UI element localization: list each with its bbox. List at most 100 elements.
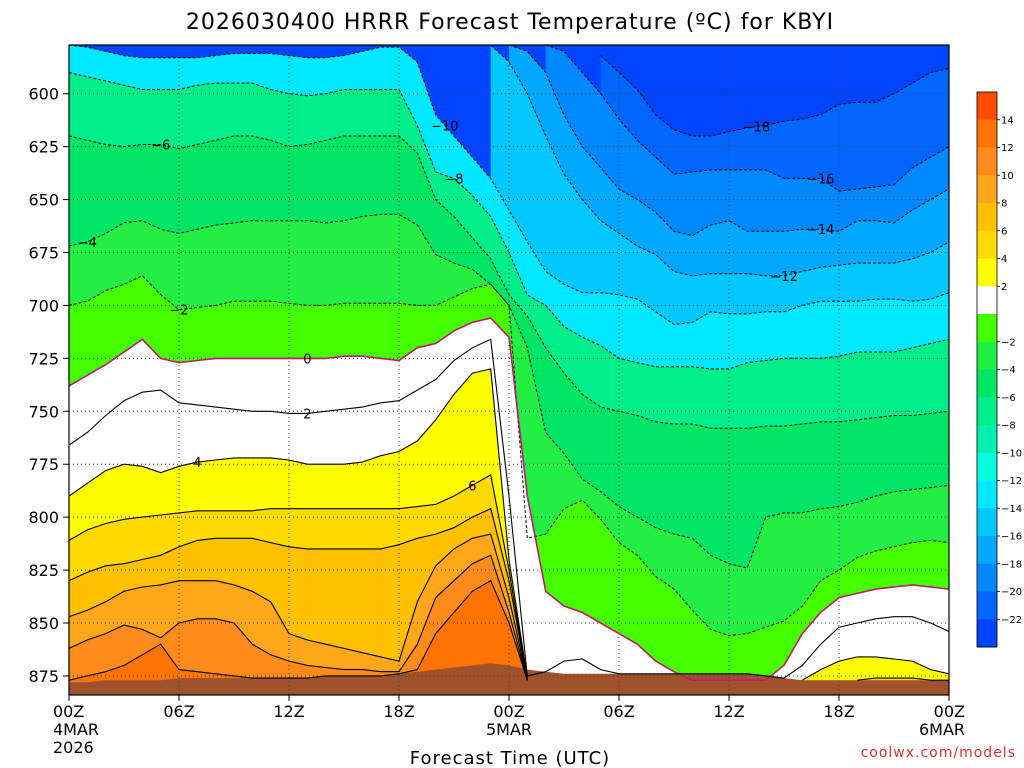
y-tick-label-625: 625 <box>28 138 59 157</box>
colorbar-swatch-7 <box>977 286 997 315</box>
colorbar-swatch-10 <box>977 369 997 398</box>
colorbar-swatch-8 <box>977 314 997 343</box>
isotherm-12 <box>69 554 528 681</box>
x-tick-label-7: 18Z <box>823 702 854 721</box>
colorbar-swatch-9 <box>977 341 997 370</box>
isotherm--12 <box>490 45 949 277</box>
colorbar-swatch-6 <box>977 258 997 287</box>
isotherm--14 <box>508 45 949 237</box>
chart-title: 2026030400 HRRR Forecast Temperature (ºC… <box>186 10 834 35</box>
y-tick-label-875: 875 <box>28 667 59 686</box>
isotherm--8 <box>69 72 949 370</box>
colorbar-swatch-17 <box>977 563 997 592</box>
isotherm-label--16: −16 <box>807 172 834 187</box>
colorbar-swatch-18 <box>977 591 997 620</box>
isotherm--18 <box>600 55 949 137</box>
x-tick-date-0: 4MAR <box>53 720 99 739</box>
isotherm--6 <box>69 135 949 429</box>
isotherm-10 <box>69 533 528 681</box>
isotherm--4 <box>69 213 949 569</box>
y-tick-label-825: 825 <box>28 561 59 580</box>
isotherm--16 <box>545 45 949 192</box>
x-tick-label-8: 00Z <box>934 702 965 721</box>
x-tick-label-1: 06Z <box>163 702 194 721</box>
isotherm-label--4: −4 <box>78 236 97 251</box>
colorbar-label-15: −18 <box>1001 559 1022 570</box>
colorbar-label-12: −12 <box>1001 476 1022 487</box>
colorbar-label-3: 8 <box>1001 199 1007 210</box>
colorbar-label-13: −14 <box>1001 504 1022 515</box>
y-tick-label-850: 850 <box>28 614 59 633</box>
isotherm-label-4: 4 <box>193 456 201 471</box>
credit-text: coolwx.com/models <box>861 745 1016 761</box>
x-tick-label-2: 12Z <box>273 702 304 721</box>
colorbar-swatch-11 <box>977 397 997 426</box>
isotherm-8 <box>69 507 528 681</box>
isotherm-0 <box>69 317 949 681</box>
x-tick-label-6: 12Z <box>713 702 744 721</box>
y-tick-label-750: 750 <box>28 402 59 421</box>
y-tick-label-650: 650 <box>28 191 59 210</box>
y-tick-label-800: 800 <box>28 508 59 527</box>
colorbar-label-14: −16 <box>1001 532 1022 543</box>
colorbar-label-0: 14 <box>1001 115 1014 126</box>
colorbar-label-10: −8 <box>1001 421 1016 432</box>
colorbar-swatch-14 <box>977 480 997 509</box>
colorbar-swatch-1 <box>977 119 997 148</box>
isotherm-4 <box>69 368 949 681</box>
y-tick-label-700: 700 <box>28 296 59 315</box>
colorbar-label-11: −10 <box>1001 448 1022 459</box>
isotherm-14 <box>69 579 528 681</box>
colorbar-label-7: −2 <box>1001 337 1016 348</box>
x-axis-label: Forecast Time (UTC) <box>410 748 610 768</box>
colorbar-label-2: 10 <box>1001 171 1014 182</box>
y-tick-label-675: 675 <box>28 243 59 262</box>
terrain-fill <box>69 663 949 695</box>
isotherm-label-0: 0 <box>303 352 311 367</box>
x-tick-label-0: 00Z <box>53 702 84 721</box>
colorbar-swatch-19 <box>977 619 997 648</box>
colorbar-label-5: 4 <box>1001 254 1007 265</box>
colorbar-label-16: −20 <box>1001 587 1022 598</box>
isotherm-labels: −18 −16 −14 −12 −10 −8 −6 −4 −2 0 2 4 6 <box>78 119 835 494</box>
isotherm-label--2: −2 <box>169 304 188 319</box>
x-tick-label-4: 00Z <box>493 702 524 721</box>
isotherm-6 <box>69 473 949 681</box>
x-tick-date-4: 5MAR <box>486 720 532 739</box>
isotherm-label--10: −10 <box>431 119 458 134</box>
terrain-surface <box>69 663 949 695</box>
colorbar-swatch-15 <box>977 508 997 537</box>
x-tick-label-5: 06Z <box>603 702 634 721</box>
colorbar-label-8: −4 <box>1001 365 1016 376</box>
colorbar-swatch-3 <box>977 175 997 204</box>
isotherm-label-2: 2 <box>303 407 311 422</box>
colorbar-swatch-16 <box>977 536 997 565</box>
fill-band-above-12 <box>69 555 528 695</box>
colorbar-swatch-13 <box>977 452 997 481</box>
x-tick-date-8: 6MAR <box>919 720 965 739</box>
isotherm-label--14: −14 <box>807 223 834 238</box>
x-tick-year-0: 2026 <box>53 738 94 757</box>
x-tick-label-3: 18Z <box>383 702 414 721</box>
isotherm-label--8: −8 <box>444 172 463 187</box>
colorbar-label-17: −22 <box>1001 615 1022 626</box>
y-tick-label-725: 725 <box>28 349 59 368</box>
colorbar-label-4: 6 <box>1001 226 1007 237</box>
y-tick-label-600: 600 <box>28 85 59 104</box>
colorbar-label-9: −6 <box>1001 393 1016 404</box>
isotherm--2 <box>69 275 949 637</box>
y-axis: 600 625 650 675 700 725 750 775 800 825 850 875 <box>28 85 69 686</box>
colorbar-swatch-5 <box>977 230 997 259</box>
colorbar-label-1: 12 <box>1001 143 1014 154</box>
temperature-fill-bands <box>69 45 949 695</box>
colorbar-swatch-0 <box>977 92 997 121</box>
isotherm-2 <box>69 338 949 679</box>
isotherm-label--18: −18 <box>743 121 770 136</box>
colorbar-swatch-12 <box>977 425 997 454</box>
colorbar-swatch-2 <box>977 147 997 176</box>
y-tick-label-775: 775 <box>28 455 59 474</box>
colorbar-label-6: 2 <box>1001 282 1007 293</box>
isotherm-label-6: 6 <box>468 479 476 494</box>
